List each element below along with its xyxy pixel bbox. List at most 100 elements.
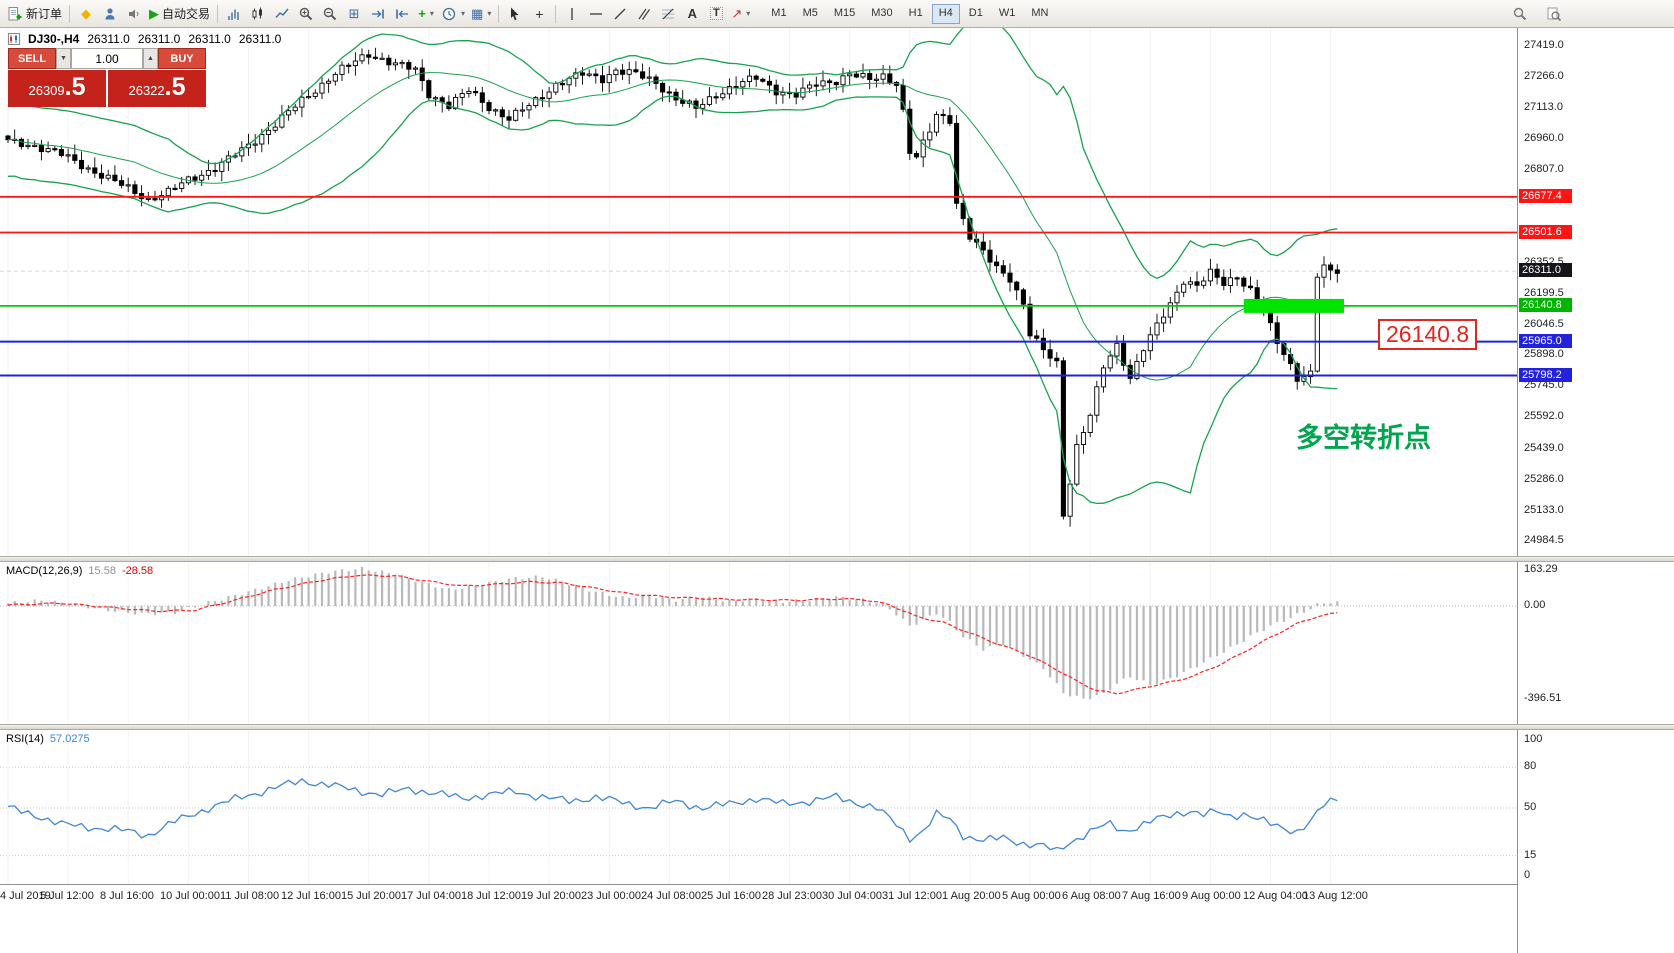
market-watch-button[interactable]: ◆ — [74, 3, 98, 25]
time-tick: 25 Jul 16:00 — [701, 890, 761, 902]
rsi-indicator-pane[interactable] — [0, 730, 1517, 884]
pivot-note-text[interactable]: 多空转折点 — [1296, 423, 1431, 453]
toolbar-separator — [217, 4, 219, 23]
timeframe-w1-button[interactable]: W1 — [992, 4, 1023, 24]
timeframe-h4-button[interactable]: H4 — [931, 3, 960, 24]
bar-chart-button[interactable] — [222, 3, 246, 25]
price-tick: 26960.0 — [1524, 132, 1564, 145]
grid-icon: ▦ — [471, 6, 484, 21]
toolbar-separator — [555, 4, 557, 23]
price-tick: 26807.0 — [1524, 163, 1564, 176]
vertical-line-tool-button[interactable] — [560, 3, 584, 25]
new-order-button[interactable]: 新订单 — [4, 3, 65, 25]
sell-price-main: 26309 — [28, 83, 65, 98]
price-chart[interactable] — [0, 28, 1517, 556]
time-tick: 13 Aug 12:00 — [1303, 890, 1368, 902]
price-tick: 25592.0 — [1524, 410, 1564, 423]
crosshair-tool-button[interactable]: + — [527, 3, 551, 25]
candle-chart-button[interactable] — [246, 3, 270, 25]
time-tick: 8 Jul 16:00 — [100, 890, 154, 902]
time-tick: 9 Aug 00:00 — [1182, 890, 1241, 902]
sell-button[interactable]: SELL — [8, 48, 56, 69]
diagonal-line-icon — [614, 8, 626, 19]
price-tick: 25133.0 — [1524, 503, 1564, 516]
time-tick: 6 Aug 08:00 — [1062, 890, 1121, 902]
chevron-down-icon: ▾ — [429, 9, 434, 18]
buy-price-box[interactable]: 26322 .5 — [108, 70, 206, 107]
time-tick: 17 Jul 04:00 — [401, 890, 461, 902]
trendline-tool-button[interactable] — [608, 3, 632, 25]
rsi-tick: 50 — [1524, 801, 1537, 813]
timeframe-m1-button[interactable]: M1 — [764, 4, 793, 24]
volume-down-button[interactable]: ▼ — [56, 48, 71, 69]
line-chart-button[interactable] — [270, 3, 294, 25]
time-axis[interactable]: 4 Jul 2019 5 Jul 12:00 8 Jul 16:00 10 Jul 0… — [0, 884, 1517, 909]
volume-up-button[interactable]: ▲ — [143, 48, 158, 69]
rsi-tick: 100 — [1524, 733, 1543, 745]
diamond-icon: ◆ — [81, 6, 92, 21]
indicators-button[interactable]: + ▾ — [414, 3, 438, 25]
toolbar-right-group — [1508, 3, 1566, 25]
play-icon: ▶ — [149, 6, 160, 21]
parallel-lines-icon — [638, 8, 651, 20]
plus-icon: + — [418, 6, 426, 21]
text-tool-button[interactable]: A — [680, 3, 704, 25]
sell-price-box[interactable]: 26309 .5 — [8, 70, 106, 107]
timeframe-d1-button[interactable]: D1 — [962, 4, 990, 24]
volume-input[interactable] — [71, 48, 143, 69]
macd-signal-value: -28.58 — [121, 565, 154, 577]
price-tick: 25898.0 — [1524, 348, 1564, 361]
timeframe-mn-button[interactable]: MN — [1024, 4, 1055, 24]
ohlc-high: 26311.0 — [137, 32, 181, 46]
buy-price-frac: .5 — [164, 73, 186, 101]
pivot-price-label[interactable]: 26140.8 — [1378, 319, 1478, 350]
chart-shift-button[interactable] — [390, 3, 414, 25]
price-line-label: 25798.2 — [1519, 367, 1572, 382]
price-axis[interactable]: 27419.0 27266.0 27113.0 26960.0 26807.0 26352… — [1517, 28, 1674, 953]
macd-tick: 0.00 — [1524, 599, 1546, 611]
chevron-down-icon: ▾ — [461, 9, 466, 18]
timeframe-m5-button[interactable]: M5 — [796, 4, 825, 24]
new-order-label: 新订单 — [26, 7, 63, 21]
one-click-trade-panel: SELL ▼ ▲ BUY 26309 .5 26322 .5 — [8, 48, 206, 107]
buy-button[interactable]: BUY — [158, 48, 206, 69]
zoom-out-button[interactable] — [318, 3, 342, 25]
pane-splitter[interactable] — [0, 556, 1674, 562]
macd-indicator-pane[interactable] — [0, 562, 1517, 724]
text-label-tool-button[interactable]: T — [704, 3, 728, 25]
cursor-tool-button[interactable] — [503, 3, 527, 25]
zoom-page-button[interactable] — [1542, 3, 1566, 25]
toolbar: 新订单 ◆ ▶ 自动交易 ⊞ + ▾ ▾ ▦ ▾ + — [0, 0, 1674, 28]
price-tick: 26046.5 — [1524, 318, 1564, 330]
data-window-button[interactable] — [98, 3, 122, 25]
toolbar-separator — [69, 4, 71, 23]
rsi-tick: 0 — [1524, 869, 1531, 881]
templates-button[interactable]: ▦ ▾ — [468, 3, 494, 25]
timeframe-m15-button[interactable]: M15 — [827, 4, 862, 24]
rsi-name: RSI(14) — [6, 733, 44, 745]
autotrade-button[interactable]: ▶ 自动交易 — [146, 3, 213, 25]
macd-main-value: 15.58 — [88, 565, 116, 577]
alerts-button[interactable] — [122, 3, 146, 25]
time-tick: 11 Jul 08:00 — [220, 890, 280, 902]
periods-button[interactable]: ▾ — [438, 3, 468, 25]
ohlc-open: 26311.0 — [87, 32, 130, 46]
timeframe-h1-button[interactable]: H1 — [902, 4, 930, 24]
fibo-lines-icon — [662, 8, 675, 19]
price-tick: 25745.0 — [1524, 379, 1564, 392]
magnifier-minus-icon — [323, 7, 337, 20]
timeframe-m30-button[interactable]: M30 — [864, 4, 899, 24]
search-button[interactable] — [1508, 3, 1532, 25]
tile-windows-button[interactable]: ⊞ — [342, 3, 366, 25]
horizontal-line-tool-button[interactable] — [584, 3, 608, 25]
arrows-tool-button[interactable]: ↗ ▾ — [728, 3, 753, 25]
letter-a-icon: A — [687, 6, 698, 21]
price-tick: 25286.0 — [1524, 472, 1564, 485]
buy-price-main: 26322 — [128, 83, 165, 98]
time-tick: 12 Aug 04:00 — [1243, 890, 1308, 902]
auto-scroll-button[interactable] — [366, 3, 390, 25]
fibonacci-tool-button[interactable] — [656, 3, 680, 25]
pane-splitter[interactable] — [0, 724, 1674, 730]
zoom-in-button[interactable] — [294, 3, 318, 25]
channel-tool-button[interactable] — [632, 3, 656, 25]
